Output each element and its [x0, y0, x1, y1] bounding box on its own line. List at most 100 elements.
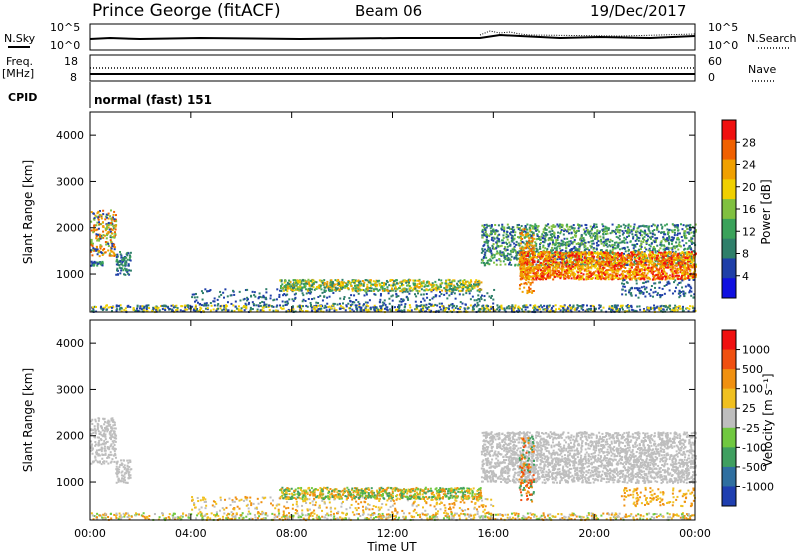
echo-cell — [338, 283, 340, 285]
echo-cell — [646, 240, 648, 242]
echo-cell — [535, 227, 537, 229]
echo-cell — [440, 279, 442, 281]
echo-cell — [554, 247, 556, 249]
echo-cell — [590, 309, 592, 311]
echo-cell — [386, 289, 388, 291]
echo-cell — [365, 309, 367, 311]
echo-cell — [555, 304, 557, 306]
echo-cell — [617, 231, 619, 233]
echo-cell — [293, 284, 295, 286]
echo-cell — [658, 231, 660, 233]
echo-cell — [415, 295, 417, 297]
echo-cell — [556, 224, 558, 226]
echo-cell — [574, 227, 576, 229]
echo-cell — [108, 245, 110, 247]
echo-cell — [389, 290, 391, 292]
echo-cell — [235, 306, 237, 308]
echo-cell — [452, 288, 454, 290]
echo-cell — [526, 224, 528, 226]
echo-cell — [293, 279, 295, 281]
echo-cell — [426, 289, 428, 291]
echo-cell — [404, 279, 406, 281]
echo-cell — [459, 290, 461, 292]
echo-cell — [468, 307, 470, 309]
echo-cell — [396, 282, 398, 284]
echo-cell — [572, 268, 574, 270]
echo-cell — [133, 309, 135, 311]
echo-cell — [606, 259, 608, 261]
echo-cell — [662, 266, 664, 268]
echo-cell — [363, 303, 365, 305]
echo-cell — [102, 254, 104, 256]
echo-cell — [573, 224, 575, 226]
echo-cell — [502, 234, 504, 236]
echo-cell — [544, 239, 546, 241]
echo-cell — [671, 229, 673, 231]
echo-cell — [231, 310, 233, 312]
echo-cell — [668, 251, 670, 253]
echo-cell — [217, 299, 219, 301]
echo-cell — [666, 223, 668, 225]
echo-cell — [111, 232, 113, 234]
echo-cell — [351, 285, 353, 287]
echo-cell — [360, 285, 362, 287]
echo-cell — [680, 223, 682, 225]
echo-cell — [111, 307, 113, 309]
echo-cell — [689, 305, 691, 307]
echo-cell — [109, 215, 111, 217]
echo-cell — [445, 308, 447, 310]
echo-cell — [255, 304, 257, 306]
echo-cell — [305, 305, 307, 307]
echo-cell — [627, 254, 629, 256]
echo-cell — [94, 248, 96, 250]
echo-cell — [408, 293, 410, 295]
echo-cell — [428, 283, 430, 285]
echo-cell — [317, 296, 319, 298]
echo-cell — [147, 304, 149, 306]
echo-cell — [110, 218, 112, 220]
echo-cell — [483, 226, 485, 228]
echo-cell — [587, 229, 589, 231]
echo-cell — [98, 219, 100, 221]
echo-cell — [510, 264, 512, 266]
echo-cell — [375, 281, 377, 283]
echo-cell — [305, 288, 307, 290]
echo-cell — [105, 309, 107, 311]
echo-cell — [310, 280, 312, 282]
echo-cell — [383, 282, 385, 284]
echo-cell — [563, 228, 565, 230]
echo-cell — [684, 236, 686, 238]
echo-cell — [108, 307, 110, 309]
echo-cell — [365, 279, 367, 281]
echo-cell — [357, 290, 359, 292]
echo-cell — [285, 289, 287, 291]
echo-cell — [661, 227, 663, 229]
echo-cell — [369, 279, 371, 281]
echo-cell — [221, 309, 223, 311]
echo-cell — [551, 307, 553, 309]
echo-cell — [451, 292, 453, 294]
echo-cell — [601, 223, 603, 225]
echo-cell — [385, 304, 387, 306]
echo-cell — [480, 281, 482, 283]
echo-cell — [491, 239, 493, 241]
echo-cell — [239, 299, 241, 301]
echo-cell — [591, 228, 593, 230]
echo-cell — [634, 224, 636, 226]
echo-cell — [517, 264, 519, 266]
echo-cell — [426, 293, 428, 295]
echo-cell — [416, 304, 418, 306]
echo-cell — [462, 294, 464, 296]
echo-cell — [169, 308, 171, 310]
echo-cell — [508, 263, 510, 265]
echo-cell — [369, 282, 371, 284]
echo-cell — [461, 303, 463, 305]
echo-cell — [414, 284, 416, 286]
echo-cell — [644, 236, 646, 238]
echo-cell — [633, 245, 635, 247]
echo-cell — [100, 248, 102, 250]
echo-cell — [491, 226, 493, 228]
echo-cell — [99, 246, 101, 248]
echo-cell — [669, 274, 671, 276]
echo-cell — [506, 231, 508, 233]
